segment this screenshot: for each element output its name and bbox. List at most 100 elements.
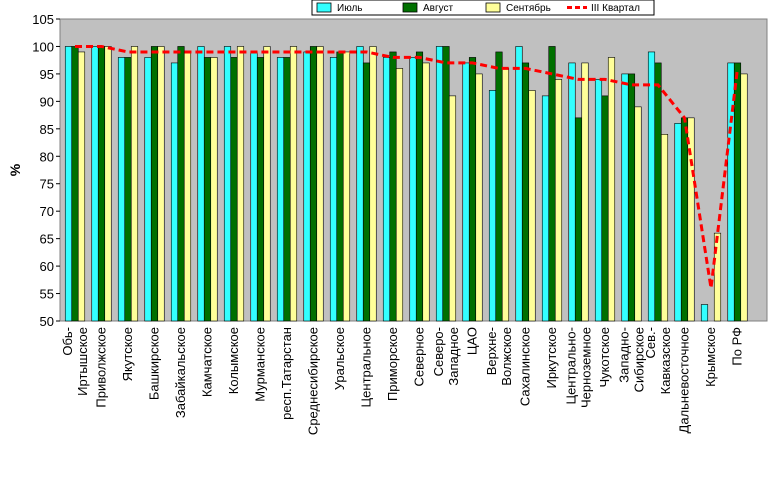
x-category-label: Якутское — [120, 327, 135, 381]
bar-Сентябрь-8 — [289, 46, 298, 322]
bar-Август-10 — [336, 51, 344, 322]
bar-Июль-8 — [276, 57, 285, 322]
x-axis: Обь- Иртышское Приволжское Якутское Башкирск… — [60, 327, 745, 435]
bar-Июль-0 — [64, 46, 73, 322]
legend-swatch-2 — [485, 2, 501, 13]
y-tick-label: 50 — [40, 314, 54, 329]
bar-Июль-20 — [594, 79, 603, 322]
legend: Июль Август Сентябрь III Квартал — [311, 0, 655, 16]
bar-Сентябрь-14 — [448, 95, 457, 322]
bar-Сентябрь-25 — [740, 73, 748, 322]
bar-Август-7 — [256, 57, 265, 322]
bar-Сентябрь-7 — [263, 46, 271, 322]
bar-Сентябрь-3 — [157, 46, 165, 322]
bar-Июль-7 — [250, 51, 258, 322]
bar-Август-13 — [415, 51, 424, 322]
x-category-label: Колымское — [226, 327, 241, 394]
legend-label-2: Сентябрь — [506, 2, 551, 14]
bar-Июль-23 — [674, 123, 682, 322]
x-category-label: Западно- — [617, 327, 632, 383]
legend-label-0: Июль — [337, 3, 363, 14]
bar-Август-11 — [362, 62, 371, 322]
x-category-label: По РФ — [730, 327, 745, 366]
bar-Сентябрь-13 — [422, 62, 430, 322]
x-category-label: Черноземное — [579, 327, 594, 408]
bar-Август-18 — [548, 46, 556, 322]
x-category-label: Западное — [446, 327, 461, 386]
bars — [64, 46, 748, 322]
bar-Август-25 — [733, 62, 742, 322]
bar-Сентябрь-0 — [77, 51, 86, 322]
bar-Август-15 — [468, 57, 477, 322]
x-category-label: Сахалинское — [518, 327, 533, 406]
bar-Август-6 — [230, 57, 238, 322]
x-category-label: Кавказское — [658, 327, 673, 394]
bar-Июль-17 — [515, 46, 523, 322]
x-category-label: Башкирское — [147, 327, 162, 400]
bar-Август-23 — [680, 117, 689, 322]
bar-Сентябрь-16 — [501, 68, 510, 322]
y-tick-label: 55 — [40, 287, 54, 302]
bar-Июль-19 — [568, 62, 576, 322]
x-category-label: Сибирское — [632, 327, 647, 392]
bar-Июль-18 — [541, 95, 550, 322]
bar-Июль-11 — [356, 46, 364, 322]
y-axis-label: % — [7, 163, 23, 176]
bar-Август-8 — [283, 57, 291, 322]
y-tick-label: 90 — [40, 94, 54, 109]
y-axis: 50 55 60 65 70 75 80 85 90 95 100 105 — [32, 12, 60, 329]
bar-Август-2 — [124, 57, 132, 322]
bar-Сентябрь-23 — [687, 117, 695, 322]
legend-swatch-1 — [402, 2, 418, 13]
bar-Август-0 — [71, 46, 79, 322]
bar-Сентябрь-15 — [475, 73, 483, 322]
bar-Август-14 — [442, 46, 450, 322]
bar-Август-9 — [309, 46, 318, 322]
y-tick-label: 100 — [32, 39, 54, 54]
bar-Сентябрь-11 — [369, 46, 377, 322]
bar-Июль-14 — [435, 46, 444, 322]
bar-Июль-1 — [91, 46, 99, 322]
bar-Сентябрь-24 — [713, 232, 722, 322]
bar-Июль-3 — [144, 57, 152, 322]
x-category-label: респ.Татарстан — [279, 327, 294, 420]
x-category-label: ЦАО — [465, 327, 480, 355]
y-tick-label: 95 — [40, 67, 54, 82]
bar-Сентябрь-19 — [581, 62, 589, 322]
y-tick-label: 60 — [40, 259, 54, 274]
legend-label-3: III Квартал — [591, 3, 640, 14]
x-category-label: Дальневосточное — [677, 327, 692, 433]
bar-Июль-21 — [621, 73, 629, 322]
series-line-quarter — [75, 44, 739, 289]
x-category-label: Обь- — [60, 327, 75, 356]
x-category-label: Мурманское — [253, 327, 268, 402]
bar-Июль-2 — [117, 57, 126, 322]
y-tick-label: 85 — [40, 122, 54, 137]
bar-Сентябрь-9 — [316, 46, 324, 322]
bar-Сентябрь-17 — [528, 90, 536, 322]
bar-Сентябрь-20 — [607, 57, 616, 322]
x-category-label: Чукотское — [597, 327, 612, 388]
bar-Июль-4 — [170, 62, 179, 322]
bar-Июль-25 — [727, 62, 735, 322]
legend-label-1: Август — [423, 3, 454, 14]
bar-Сентябрь-1 — [104, 46, 112, 322]
x-category-label: Северо- — [431, 327, 446, 376]
bar-Июль-10 — [329, 57, 338, 322]
x-category-label: Приморское — [385, 327, 400, 401]
x-category-label: Волжское — [499, 327, 514, 386]
bar-Сентябрь-4 — [183, 51, 192, 322]
bar-Август-16 — [495, 51, 503, 322]
bar-Август-17 — [521, 62, 530, 322]
bar-Сентябрь-5 — [210, 57, 218, 322]
x-category-label: Центрально- — [564, 327, 579, 405]
bar-Сентябрь-10 — [342, 51, 351, 322]
x-category-label: Центральное — [359, 327, 374, 407]
bar-Август-5 — [203, 57, 212, 322]
y-tick-label: 75 — [40, 177, 54, 192]
x-category-label: Крымское — [703, 327, 718, 387]
bar-Июль-6 — [223, 46, 232, 322]
bar-Август-20 — [601, 95, 609, 322]
x-category-label: Иркутское — [544, 327, 559, 389]
